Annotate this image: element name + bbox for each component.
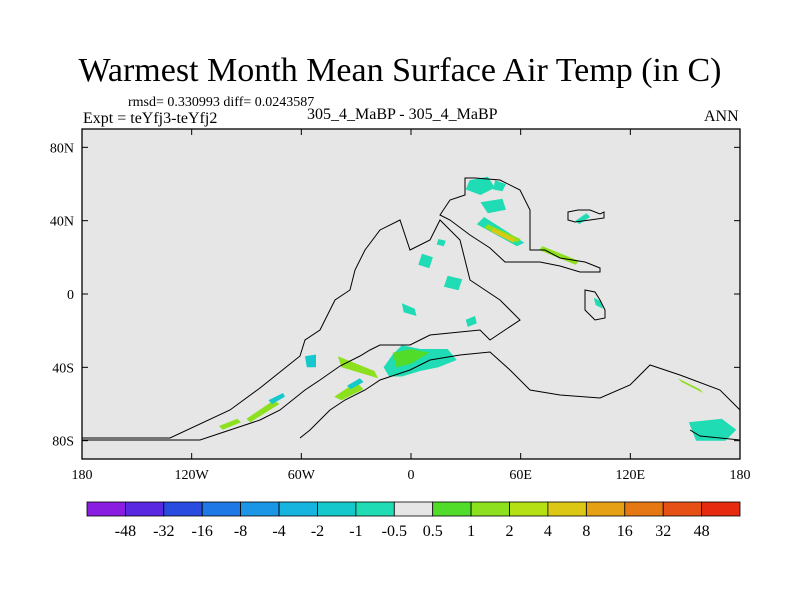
colorbar-box (393, 501, 434, 517)
coastline-south-loop (299, 351, 741, 441)
region-west-coast-teal (305, 354, 316, 368)
colorbar-box (86, 501, 126, 517)
colorbar-box (317, 501, 357, 517)
colorbar-box (586, 501, 626, 517)
colorbar-label: 2 (506, 523, 514, 540)
period-label: 305_4_MaBP - 305_4_MaBP (307, 106, 498, 123)
y-tick-label: 40N (50, 215, 74, 230)
colorbar-box (355, 501, 395, 517)
coastline-small-island (584, 289, 606, 321)
colorbar-label: 0.5 (423, 523, 443, 540)
y-tick-label: 80N (50, 141, 74, 156)
region-north-blob-3 (493, 180, 506, 192)
region-mid-teal-2 (443, 275, 463, 291)
colorbar-box (701, 501, 741, 517)
region-ne-small (593, 297, 603, 309)
x-tick-label: 120E (616, 468, 646, 483)
coastlines (82, 177, 741, 441)
x-tick-label: 0 (408, 468, 415, 483)
colorbar-box (547, 501, 587, 517)
stats-label: rmsd= 0.330993 diff= 0.0243587 (128, 95, 315, 110)
region-mid-teal-4 (465, 316, 477, 327)
colorbar-label: 32 (655, 523, 671, 540)
colorbar-label: -2 (311, 523, 324, 540)
region-east-band-1 (677, 378, 704, 393)
region-east-band-2 (696, 393, 715, 412)
region-west-arc-2 (219, 418, 241, 430)
colorbar-label: -0.5 (382, 523, 407, 540)
coastline-main (82, 219, 521, 441)
x-tick-label: 60W (288, 468, 316, 483)
region-north-yellow (491, 228, 516, 243)
region-mid-teal-3 (401, 303, 417, 316)
y-tick-label: 40S (52, 361, 74, 376)
colorbar-box (432, 501, 472, 517)
y-tick-label: 80S (52, 435, 74, 450)
region-west-arc-teal (268, 393, 285, 404)
region-aleutian-band-2 (334, 382, 364, 401)
colorbar-label: -1 (349, 523, 362, 540)
season-label: ANN (704, 108, 739, 125)
colorbar-label: 8 (582, 523, 590, 540)
region-ne-band (538, 246, 580, 265)
axis-ticks: 180 120W 60W 0 60E 120E 180 80N 40N 0 40S 80S (50, 129, 751, 483)
region-mid-teal-5 (436, 239, 446, 247)
experiment-label: Expt = teYfj3-teYfj2 (83, 110, 218, 127)
coastline-north-block (439, 177, 601, 273)
region-north-blob-1 (465, 176, 496, 195)
colorbar-box (240, 501, 280, 517)
x-tick-label: 60E (509, 468, 532, 483)
region-se-blob (688, 418, 737, 441)
colorbar-box (509, 501, 549, 517)
colorbar-box (125, 501, 165, 517)
colorbar-label: 48 (694, 523, 710, 540)
x-tick-label: 180 (730, 468, 751, 483)
colorbar-box (662, 501, 703, 517)
colorbar-box (470, 501, 510, 517)
region-aleutian-teal (347, 378, 364, 390)
colorbar: -48 -32 -16 -8 -4 -2 -1 -0.5 0.5 1 2 4 8 16 32 48 (86, 501, 741, 540)
colorbar-label: -48 (115, 523, 136, 540)
colorbar-label: 16 (617, 523, 633, 540)
colorbar-label: -4 (272, 523, 285, 540)
colorbar-box (278, 501, 318, 517)
region-north-blob-2 (480, 198, 506, 214)
region-west-arc-1 (246, 400, 280, 423)
y-tick-label: 0 (67, 288, 74, 303)
colorbar-box (201, 501, 241, 517)
x-tick-label: 180 (72, 468, 93, 483)
map-background (82, 129, 740, 459)
region-alaska-green (392, 349, 430, 368)
chart-title: Warmest Month Mean Surface Air Temp (in … (78, 52, 722, 89)
colorbar-box (163, 501, 203, 517)
colorbar-box (624, 501, 664, 517)
x-tick-label: 120W (175, 468, 210, 483)
colorbar-label: 1 (467, 523, 475, 540)
colorbar-label: -32 (153, 523, 174, 540)
colorbar-label: 4 (544, 523, 552, 540)
colorbar-label: -16 (192, 523, 213, 540)
region-mid-teal-1 (418, 253, 433, 269)
coastline-ne-island (567, 209, 605, 223)
colorbar-label: -8 (234, 523, 247, 540)
